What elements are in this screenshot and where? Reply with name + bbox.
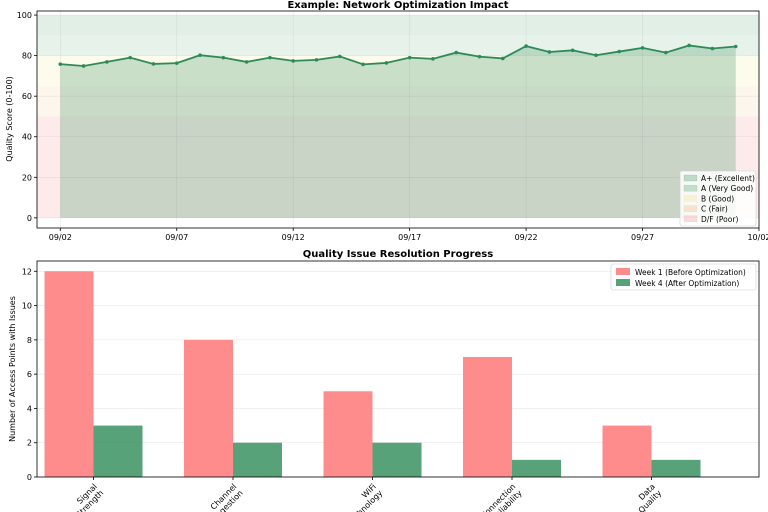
bottom-legend-swatch <box>616 268 630 275</box>
score-area-fill <box>60 45 736 218</box>
bottom-x-tick-label: DataQuality <box>630 482 663 512</box>
bottom-legend-label: Week 1 (Before Optimization) <box>635 268 746 277</box>
bottom-x-tick-label: SignalStrength <box>68 482 105 512</box>
score-point <box>198 53 202 58</box>
issue-resolution-bar-chart: Quality Issue Resolution Progress 0 2 4 6 8 1… <box>8 249 760 512</box>
top-x-tick-label: 09/17 <box>398 233 421 242</box>
quality-band-0 <box>37 15 759 36</box>
score-line <box>60 44 736 67</box>
top-legend-label: C (Fair) <box>701 205 728 214</box>
top-y-tick-label: 20 <box>22 173 32 182</box>
bar-before <box>323 391 373 477</box>
score-point <box>291 59 295 63</box>
bar-before <box>44 271 94 477</box>
top-legend-label: A (Very Good) <box>701 184 753 193</box>
bottom-chart-title: Quality Issue Resolution Progress <box>303 249 493 260</box>
score-point <box>151 62 156 66</box>
score-point <box>221 55 226 60</box>
top-x-tick-label: 09/22 <box>515 233 538 242</box>
bar-after <box>233 442 282 477</box>
score-point <box>570 48 575 53</box>
score-point <box>594 53 598 58</box>
top-y-tick-label: 0 <box>27 214 32 223</box>
score-point <box>58 62 63 66</box>
top-y-tick-label: 60 <box>22 92 32 101</box>
bar-after <box>512 459 561 477</box>
bottom-y-tick-label: 6 <box>27 370 32 379</box>
score-point <box>477 54 482 59</box>
top-legend-swatch <box>683 174 698 182</box>
bottom-y-tick-label: 2 <box>27 439 32 448</box>
bottom-legend-swatch <box>616 279 630 286</box>
score-point <box>361 62 365 67</box>
score-point <box>454 50 459 55</box>
top-y-axis-label: Quality Score (0-100) <box>5 76 14 162</box>
bottom-y-axis-label: Number of Access Points with Issues <box>8 296 17 442</box>
top-y-tick-label: 40 <box>22 133 32 142</box>
score-point <box>640 46 645 50</box>
top-legend-label: B (Good) <box>701 194 734 203</box>
score-point <box>524 44 528 48</box>
quality-band-3 <box>37 86 759 117</box>
top-legend-swatch <box>683 205 698 212</box>
bottom-y-tick-label: 12 <box>22 267 32 276</box>
bottom-plot-frame <box>36 260 760 478</box>
score-point <box>733 44 738 49</box>
bar-before <box>184 339 233 477</box>
bottom-x-tick-label: WiFiTechnology <box>339 482 384 512</box>
top-legend-swatch <box>683 195 698 202</box>
bottom-legend: Week 1 (Before Optimization) Week 4 (Afte… <box>610 263 757 291</box>
score-point <box>710 46 715 51</box>
top-x-tick-label: 10/02 <box>747 233 768 242</box>
bottom-legend-label: Week 4 (After Optimization) <box>635 279 739 288</box>
score-point <box>314 58 319 62</box>
score-point <box>81 64 86 68</box>
quality-score-line-chart: Example: Network Optimization Impact 0 20… <box>5 0 768 242</box>
score-point <box>547 50 552 54</box>
bottom-x-tick-label: ChannelCongestion <box>200 482 245 512</box>
top-x-tick-label: 09/02 <box>49 233 72 242</box>
top-x-tick-label: 09/07 <box>165 233 188 242</box>
score-point <box>431 57 435 61</box>
score-point <box>337 54 342 59</box>
bar-before <box>602 425 652 477</box>
bottom-y-tick-label: 4 <box>27 404 32 413</box>
score-point <box>687 43 691 48</box>
score-point <box>407 55 412 60</box>
bar-after <box>651 459 701 477</box>
top-legend-box <box>679 170 757 227</box>
quality-band-4 <box>37 116 759 218</box>
score-point <box>128 55 132 60</box>
bottom-y-tick-label: 8 <box>27 336 32 345</box>
bottom-x-tick-label: ConnectionReliability <box>479 482 524 512</box>
bottom-y-tick-label: 10 <box>22 302 32 311</box>
bottom-y-tick-label: 0 <box>27 473 32 482</box>
top-chart-title: Example: Network Optimization Impact <box>287 0 508 11</box>
bar-before <box>463 357 512 477</box>
score-point <box>244 60 249 64</box>
score-point <box>268 55 272 60</box>
score-point <box>664 50 668 55</box>
score-point <box>501 56 505 61</box>
top-legend: A+ (Excellent)A (Very Good)B (Good) C (Fa… <box>679 170 757 227</box>
top-legend-swatch <box>683 215 698 223</box>
top-legend-swatch <box>683 184 698 192</box>
score-point <box>384 61 389 65</box>
top-x-tick-label: 09/12 <box>282 233 305 242</box>
top-y-tick-label: 100 <box>17 11 32 20</box>
score-point <box>105 60 109 64</box>
bar-after <box>372 442 422 477</box>
quality-band-1 <box>37 35 759 56</box>
top-y-tick-label: 80 <box>22 52 32 61</box>
top-legend-label: D/F (Poor) <box>701 215 738 224</box>
top-plot-frame <box>36 10 760 229</box>
top-x-tick-label: 09/27 <box>631 233 654 242</box>
score-point <box>617 49 622 54</box>
score-point <box>174 61 179 65</box>
top-legend-label: A+ (Excellent) <box>701 174 755 183</box>
bar-after <box>93 425 143 477</box>
bottom-legend-box <box>610 263 757 291</box>
